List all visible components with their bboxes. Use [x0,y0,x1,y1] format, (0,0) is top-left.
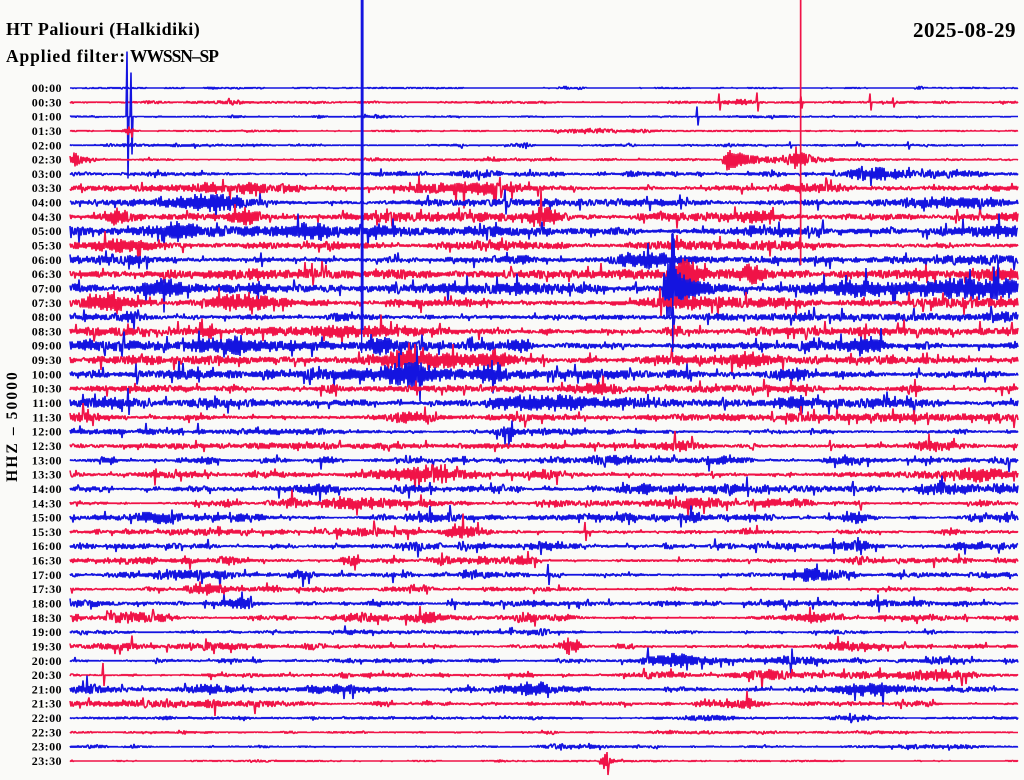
svg-text:19:00: 19:00 [32,625,62,639]
svg-text:17:30: 17:30 [32,582,62,596]
svg-text:01:00: 01:00 [32,110,62,124]
svg-text:Applied filter:WWSSN–SP: Applied filter: WWSSN–SP [6,46,219,66]
svg-text:02:00: 02:00 [32,138,62,152]
svg-text:13:30: 13:30 [32,468,62,482]
svg-text:07:30: 07:30 [32,296,62,310]
svg-text:09:00: 09:00 [32,339,62,353]
svg-text:08:00: 08:00 [32,310,62,324]
svg-text:19:30: 19:30 [32,639,62,653]
svg-text:16:30: 16:30 [32,554,62,568]
svg-text:08:30: 08:30 [32,324,62,338]
svg-text:HHZ – 50000: HHZ – 50000 [4,370,21,482]
svg-text:04:00: 04:00 [32,196,62,210]
svg-text:HT Paliouri (Halkidiki): HT Paliouri (Halkidiki) [6,19,200,40]
svg-text:12:00: 12:00 [32,425,62,439]
svg-text:12:30: 12:30 [32,439,62,453]
svg-text:15:30: 15:30 [32,525,62,539]
svg-text:02:30: 02:30 [32,153,62,167]
svg-text:21:30: 21:30 [32,697,62,711]
svg-text:10:30: 10:30 [32,382,62,396]
svg-text:20:00: 20:00 [32,654,62,668]
svg-text:17:00: 17:00 [32,568,62,582]
svg-text:11:30: 11:30 [32,410,62,424]
svg-text:04:30: 04:30 [32,210,62,224]
svg-text:20:30: 20:30 [32,668,62,682]
svg-text:05:30: 05:30 [32,239,62,253]
svg-text:00:30: 00:30 [32,95,62,109]
svg-text:22:30: 22:30 [32,725,62,739]
svg-text:00:00: 00:00 [32,81,62,95]
svg-text:2025-08-29: 2025-08-29 [913,18,1016,42]
svg-text:18:30: 18:30 [32,611,62,625]
svg-text:06:00: 06:00 [32,253,62,267]
svg-text:06:30: 06:30 [32,267,62,281]
svg-text:14:30: 14:30 [32,496,62,510]
svg-text:03:00: 03:00 [32,167,62,181]
svg-text:10:00: 10:00 [32,367,62,381]
svg-text:22:00: 22:00 [32,711,62,725]
svg-text:23:30: 23:30 [32,754,62,768]
svg-text:09:30: 09:30 [32,353,62,367]
svg-text:23:00: 23:00 [32,740,62,754]
svg-text:21:00: 21:00 [32,682,62,696]
svg-text:05:00: 05:00 [32,224,62,238]
svg-text:15:00: 15:00 [32,511,62,525]
svg-text:03:30: 03:30 [32,181,62,195]
svg-text:14:00: 14:00 [32,482,62,496]
svg-text:18:00: 18:00 [32,597,62,611]
svg-text:07:00: 07:00 [32,282,62,296]
svg-text:11:00: 11:00 [32,396,62,410]
svg-text:01:30: 01:30 [32,124,62,138]
svg-text:13:00: 13:00 [32,453,62,467]
svg-text:16:00: 16:00 [32,539,62,553]
